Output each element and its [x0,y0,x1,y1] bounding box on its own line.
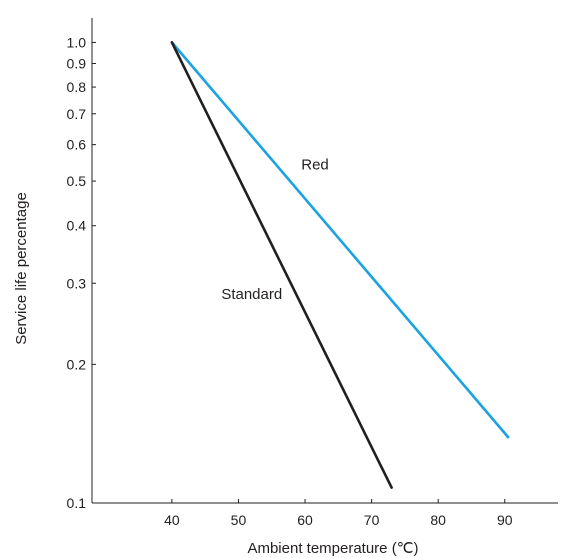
x-axis-title: Ambient temperature (℃) [247,540,418,557]
y-tick-label: 0.5 [67,173,87,189]
series-line-standard [170,41,393,489]
x-tick-label: 80 [430,512,446,528]
y-tick-label: 0.6 [67,137,87,153]
y-tick-label: 1.0 [67,34,87,50]
ticks: 40 50 60 70 80 90 0.1 0.2 0.3 0.4 0.5 0.6 0.7 0.8 0.9 1… [67,34,513,528]
y-tick-label: 0.7 [67,106,87,122]
x-tick-label: 70 [364,512,380,528]
y-tick-label: 0.3 [67,275,87,291]
x-tick-label: 90 [497,512,513,528]
series-line-red [170,41,510,439]
y-tick-label: 0.2 [67,356,87,372]
y-axis-title: Service life percentage [13,192,30,345]
series-label-standard: Standard [221,286,282,303]
y-tick-label: 0.8 [67,79,87,95]
y-tick-label: 0.9 [67,56,87,72]
series-label-red: Red [301,156,329,173]
series-labels: Red Standard [221,156,328,303]
x-tick-label: 60 [297,512,313,528]
y-tick-label: 0.4 [67,218,87,234]
series-lines [170,41,510,489]
y-tick-label: 0.1 [67,495,87,511]
axes [91,18,558,504]
x-tick-label: 40 [164,512,180,528]
x-tick-label: 50 [231,512,247,528]
